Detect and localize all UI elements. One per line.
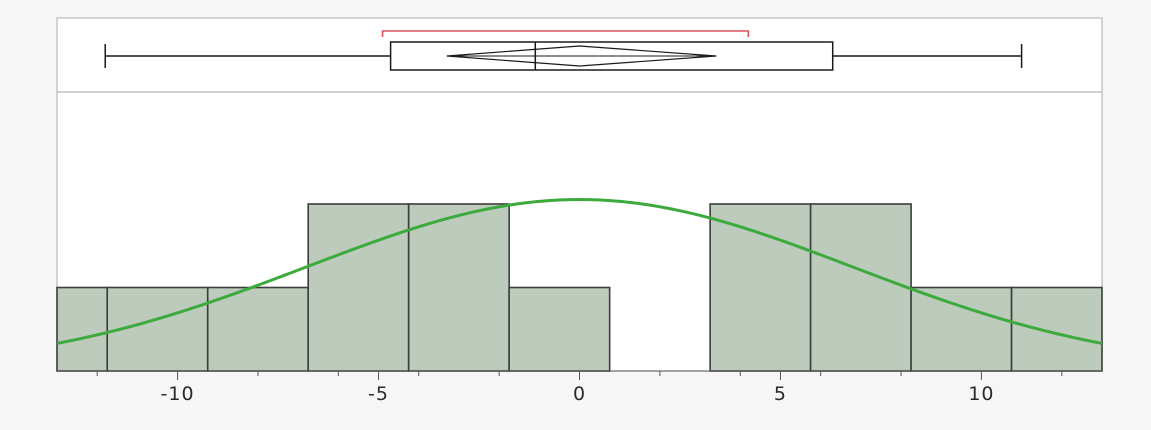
histogram-bars xyxy=(56,203,1103,372)
shortest-half-bracket xyxy=(381,30,750,37)
x-tick-label: 10 xyxy=(968,383,994,405)
normal-curve xyxy=(56,198,1103,345)
x-tick-label: 0 xyxy=(573,383,586,405)
x-tick-label: 5 xyxy=(774,383,787,405)
x-tick-label: -10 xyxy=(161,383,195,405)
histogram-bar xyxy=(508,286,611,372)
iqr-box xyxy=(389,41,834,71)
box-plot-panel xyxy=(56,17,1103,93)
histogram-bar xyxy=(407,203,510,372)
histogram-panel xyxy=(56,91,1103,372)
histogram-bar xyxy=(809,203,912,372)
box-plot-frame xyxy=(56,17,1103,93)
x-axis: -10 -5 0 5 10 xyxy=(57,370,1102,405)
histogram-bar xyxy=(307,203,410,372)
histogram-bar xyxy=(910,286,1013,372)
box-plot xyxy=(104,30,1023,71)
histogram-bar xyxy=(206,286,310,372)
histogram-bar xyxy=(56,286,109,372)
histogram-bar xyxy=(709,203,812,372)
histogram-bar xyxy=(1010,286,1103,372)
x-tick-label: -5 xyxy=(368,383,389,405)
